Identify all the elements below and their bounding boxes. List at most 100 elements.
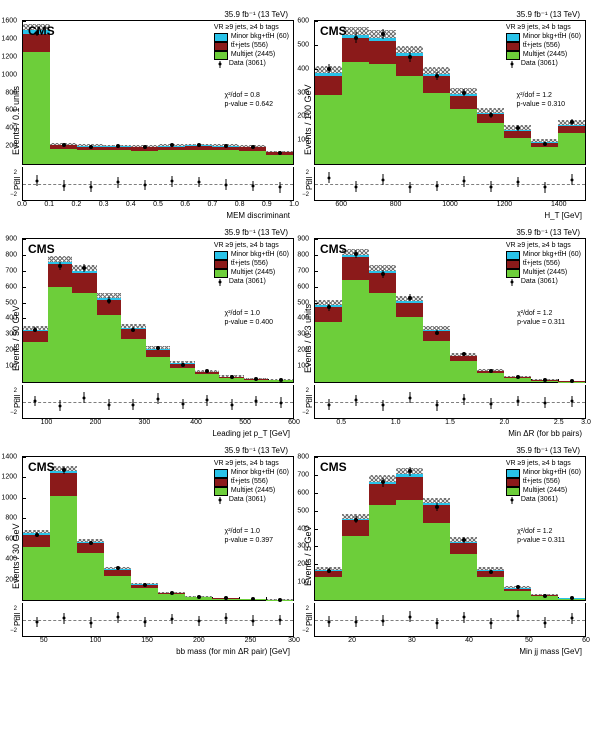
bin (450, 537, 477, 600)
region-label: VR ≥9 jets, ≥4 b tags (506, 24, 581, 33)
legend-swatch-ttjets (214, 260, 228, 269)
stat-box: χ²/dof = 0.8p-value = 0.642 (225, 91, 273, 109)
y-tick: 300 (297, 89, 309, 96)
y-tick: 200 (297, 561, 309, 568)
y-tick: 600 (297, 489, 309, 496)
y-tick: 100 (5, 363, 17, 370)
legend-text-ttjets: tt̄+jets (556) (523, 42, 560, 51)
legend-swatch-minor (506, 33, 520, 42)
bin (315, 66, 342, 164)
lumi-label: 35.9 fb⁻¹ (13 TeV) (302, 10, 586, 19)
panel-4: 35.9 fb⁻¹ (13 TeV)Events / 30 GeV2004006… (10, 446, 294, 656)
x-tick: 60 (582, 637, 590, 644)
bin (77, 539, 104, 600)
x-tick: 200 (193, 637, 205, 644)
bin (531, 379, 558, 382)
legend-text-multijet: Multijet (2445) (523, 51, 567, 60)
pvalue-label: p-value = 0.400 (225, 318, 273, 327)
legend-text-minor: Minor bkg+tt̄H (60) (523, 469, 581, 478)
y-tick: 500 (297, 299, 309, 306)
bin (158, 592, 185, 600)
main-plot: 100200300400500600700800CMSVR ≥9 jets, ≥… (314, 456, 586, 601)
x-tick: 0.3 (99, 201, 109, 208)
y-tick: 800 (297, 251, 309, 258)
x-tick: 0.5 (336, 419, 346, 426)
chart-grid: 35.9 fb⁻¹ (13 TeV)Events / 0.1 units2004… (10, 10, 586, 656)
x-tick: 40 (465, 637, 473, 644)
legend-text-ttjets: tt̄+jets (556) (231, 478, 268, 487)
lumi-label: 35.9 fb⁻¹ (13 TeV) (302, 446, 586, 455)
bin (239, 145, 266, 164)
panel-5: 35.9 fb⁻¹ (13 TeV)Events / 5 GeV10020030… (302, 446, 586, 656)
x-axis-label: Leading jet p_T [GeV] (22, 429, 294, 438)
bin (266, 151, 293, 164)
bin (266, 599, 293, 600)
bin (450, 353, 477, 382)
x-tick: 3.0 (581, 419, 591, 426)
pull-axis-label: Pull (12, 385, 23, 418)
y-tick: 700 (297, 471, 309, 478)
bin (50, 466, 77, 600)
bin (531, 139, 558, 164)
bin (146, 346, 171, 382)
legend-swatch-multijet (214, 487, 228, 496)
cms-label: CMS (28, 242, 55, 256)
legend: VR ≥9 jets, ≥4 b tagsMinor bkg+tt̄H (60)… (506, 242, 581, 287)
x-tick: 1000 (442, 201, 458, 208)
x-tick: 1.0 (391, 419, 401, 426)
main-plot: 100200300400500600700800900CMSVR ≥9 jets… (314, 238, 586, 383)
bin (104, 567, 131, 600)
y-tick: 300 (5, 331, 17, 338)
y-tick: 1200 (1, 474, 17, 481)
lumi-label: 35.9 fb⁻¹ (13 TeV) (302, 228, 586, 237)
cms-label: CMS (320, 24, 347, 38)
legend-text-data: Data (3061) (521, 60, 558, 69)
legend-text-minor: Minor bkg+tt̄H (60) (231, 469, 289, 478)
legend-swatch-minor (214, 469, 228, 478)
bin (72, 265, 97, 382)
x-tick: 400 (190, 419, 202, 426)
bin (558, 598, 585, 600)
cms-label: CMS (28, 24, 55, 38)
pvalue-label: p-value = 0.311 (517, 318, 565, 327)
bin (219, 375, 244, 382)
y-tick: 900 (5, 236, 17, 243)
x-tick: 250 (245, 637, 257, 644)
y-tick: 800 (5, 251, 17, 258)
legend-text-data: Data (3061) (521, 496, 558, 505)
bin (268, 379, 293, 382)
legend-text-data: Data (3061) (229, 278, 266, 287)
region-label: VR ≥9 jets, ≥4 b tags (214, 460, 289, 469)
bin (185, 596, 212, 600)
x-tick: 500 (239, 419, 251, 426)
pull-plot: 20−2Pull (22, 167, 294, 201)
x-tick: 0.5 (153, 201, 163, 208)
bin (23, 326, 48, 382)
y-tick: 400 (297, 315, 309, 322)
y-tick: 1200 (1, 53, 17, 60)
legend-swatch-minor (214, 251, 228, 260)
y-tick: 200 (297, 347, 309, 354)
x-tick: 50 (40, 637, 48, 644)
legend-text-ttjets: tt̄+jets (556) (523, 478, 560, 487)
pvalue-label: p-value = 0.397 (225, 536, 273, 545)
legend: VR ≥9 jets, ≥4 b tagsMinor bkg+tt̄H (60)… (214, 460, 289, 505)
y-tick: 300 (297, 543, 309, 550)
x-tick: 600 (288, 419, 300, 426)
x-tick: 0.7 (208, 201, 218, 208)
x-tick: 150 (141, 637, 153, 644)
legend-swatch-minor (506, 469, 520, 478)
pull-axis-label: Pull (304, 167, 315, 200)
x-axis: 50100150200250300 (22, 637, 294, 647)
x-axis: 2030405060 (314, 637, 586, 647)
x-axis: 0.00.10.20.30.40.50.60.70.80.91.0 (22, 201, 294, 211)
legend-text-ttjets: tt̄+jets (556) (231, 260, 268, 269)
stat-box: χ²/dof = 1.2p-value = 0.311 (517, 309, 565, 327)
x-tick: 0.6 (180, 201, 190, 208)
y-tick: 100 (297, 579, 309, 586)
legend-swatch-multijet (214, 51, 228, 60)
x-axis: 600800100012001400 (314, 201, 586, 211)
y-tick: 1400 (1, 454, 17, 461)
legend-swatch-data (506, 497, 518, 504)
legend-text-multijet: Multijet (2445) (231, 487, 275, 496)
